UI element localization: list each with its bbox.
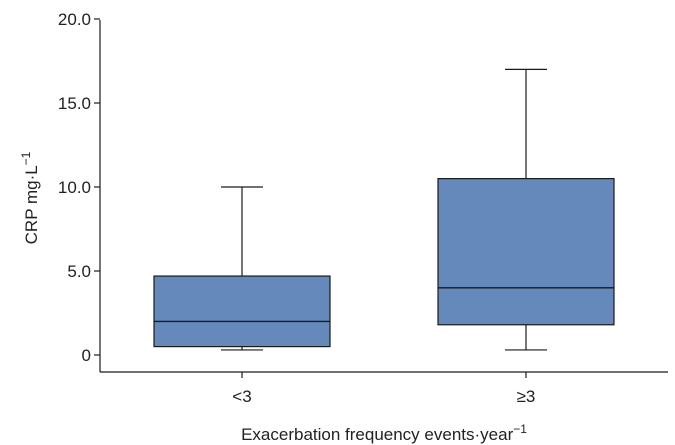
y-tick-label: 15.0 [58,94,91,113]
x-axis-ticks: <3 ≥3 [232,372,535,406]
iqr-box [437,178,615,326]
iqr-box [153,275,331,348]
x-tick-label: ≥3 [517,387,536,406]
y-axis-title-superscript: −1 [19,151,33,165]
y-tick-label: 10.0 [58,178,91,197]
y-tick-label: 5.0 [67,262,91,281]
y-axis-title: CRP mg·L−1 [19,151,41,244]
x-axis-title-superscript: −1 [513,422,527,436]
x-tick-label: <3 [232,387,251,406]
y-axis-ticks: 0 5.0 10.0 15.0 20.0 [58,10,100,365]
x-axis-title-text: Exacerbation frequency events·year [241,425,513,444]
y-tick-label: 0 [82,346,91,365]
plot-area [153,68,615,351]
y-tick-label: 20.0 [58,10,91,29]
x-axis-title: Exacerbation frequency events·year−1 [241,422,527,444]
box-group [153,186,331,351]
box-group [437,68,615,351]
y-axis-title-text: CRP mg·L [22,165,41,244]
